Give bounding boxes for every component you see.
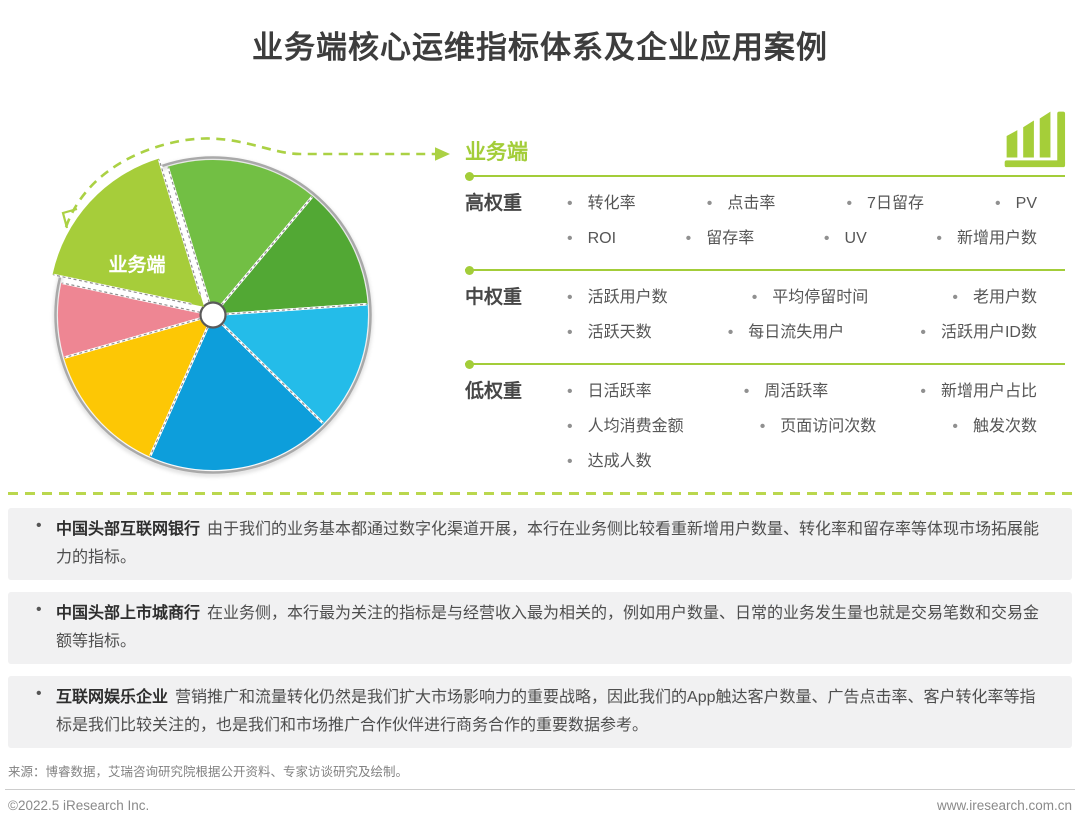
panel-header: 业务端 [465, 141, 528, 164]
case-text: 中国头部互联网银行由于我们的业务基本都通过数字化渠道开展，本行在业务侧比较看重新… [56, 516, 1046, 572]
metric-item: 平均停留时间 [752, 287, 868, 309]
pie-slice [57, 282, 213, 358]
weight-label: 高权重 [465, 193, 523, 214]
weight-label: 低权重 [465, 381, 523, 402]
pie-slice-label: 业务端 [108, 253, 165, 276]
case-description: 营销推广和流量转化仍然是我们扩大市场影响力的重要战略，因此我们的App触达客户数… [56, 689, 1036, 734]
metric-item: 周活跃率 [744, 381, 828, 403]
metric-item: 页面访问次数 [760, 416, 876, 438]
divider-line [465, 359, 1065, 369]
case-block: 互联网娱乐企业营销推广和流量转化仍然是我们扩大市场影响力的重要战略，因此我们的A… [8, 676, 1072, 748]
metric-item: 日活跃率 [567, 381, 652, 403]
page-title: 业务端核心运维指标体系及企业应用案例 [252, 30, 828, 65]
case-text: 互联网娱乐企业营销推广和流量转化仍然是我们扩大市场影响力的重要战略，因此我们的A… [56, 684, 1046, 740]
case-company-name: 中国头部互联网银行 [56, 521, 201, 538]
metric-item: 触发次数 [952, 416, 1037, 438]
dashed-arrow [61, 137, 450, 229]
source-note: 来源：博睿数据，艾瑞咨询研究院根据公开资料、专家访谈研究及绘制。 [8, 765, 409, 779]
case-text: 中国头部上市城商行在业务侧，本行最为关注的指标是与经营收入最为相关的，例如用户数… [56, 600, 1046, 656]
weight-label: 中权重 [465, 287, 523, 308]
footer-divider [5, 789, 1075, 790]
pie-chart: 业务端 [30, 110, 460, 505]
pie-outer-ring [54, 156, 372, 474]
metric-item: 留存率 [686, 228, 754, 250]
metric-item: 活跃天数 [567, 322, 652, 344]
divider-line [465, 171, 1065, 181]
case-block: 中国头部上市城商行在业务侧，本行最为关注的指标是与经营收入最为相关的，例如用户数… [8, 592, 1072, 664]
metric-item: 点击率 [707, 193, 775, 215]
pie-slice-business [52, 158, 205, 307]
case-list: 中国头部互联网银行由于我们的业务基本都通过数字化渠道开展，本行在业务侧比较看重新… [8, 508, 1072, 760]
pie-slice [149, 315, 324, 470]
metric-item: PV [995, 193, 1037, 215]
weight-section-mid: 中权重 活跃用户数 平均停留时间 老用户数活跃天数 每日流失用户 活跃用户ID数 [465, 271, 1065, 363]
metric-item: 新增用户占比 [920, 381, 1037, 403]
pie-slice [167, 160, 313, 315]
metric-item: ROI [567, 228, 616, 250]
metric-item: 活跃用户数 [567, 287, 668, 309]
pie-chart-svg: 业务端 [52, 137, 450, 474]
metric-list: 转化率 点击率 7日留存 PV ROI 留存率 UV 新增用户数 [567, 193, 1065, 250]
weight-section-low: 低权重 日活跃率 周活跃率 新增用户占比人均消费金额 页面访问次数 触发次数达成人数 [465, 365, 1065, 492]
metric-item: 达成人数 [567, 451, 652, 473]
pie-slice [64, 315, 213, 457]
metric-item: 转化率 [567, 193, 636, 215]
dashed-separator [8, 492, 1072, 495]
weight-section-high: 高权重 转化率 点击率 7日留存 PV ROI 留存率 UV 新增用户数 [465, 177, 1065, 269]
pie-slice [213, 196, 368, 315]
case-company-name: 互联网娱乐企业 [56, 689, 169, 706]
case-company-name: 中国头部上市城商行 [56, 605, 201, 622]
metric-item: 每日流失用户 [728, 322, 844, 344]
website-link[interactable]: www.iresearch.com.cn [936, 798, 1072, 813]
metric-item: 人均消费金额 [567, 416, 684, 438]
bar-chart-icon-svg [1004, 111, 1066, 168]
metric-list: 日活跃率 周活跃率 新增用户占比人均消费金额 页面访问次数 触发次数达成人数 [567, 381, 1065, 473]
copyright: ©2022.5 iResearch Inc. [8, 798, 150, 813]
bar-chart-icon [993, 100, 1067, 174]
metric-item: UV [824, 228, 867, 250]
metric-item: 老用户数 [952, 287, 1037, 309]
metric-list: 活跃用户数 平均停留时间 老用户数活跃天数 每日流失用户 活跃用户ID数 [567, 287, 1065, 344]
divider-line [465, 265, 1065, 275]
metric-item: 活跃用户ID数 [920, 322, 1037, 344]
metric-item: 7日留存 [846, 193, 924, 215]
case-description: 由于我们的业务基本都通过数字化渠道开展，本行在业务侧比较看重新增用户数量、转化率… [56, 521, 1040, 566]
case-description: 在业务侧，本行最为关注的指标是与经营收入最为相关的，例如用户数量、日常的业务发生… [56, 605, 1040, 650]
case-block: 中国头部互联网银行由于我们的业务基本都通过数字化渠道开展，本行在业务侧比较看重新… [8, 508, 1072, 580]
pie-slice [213, 304, 369, 424]
metric-item: 新增用户数 [936, 228, 1037, 250]
